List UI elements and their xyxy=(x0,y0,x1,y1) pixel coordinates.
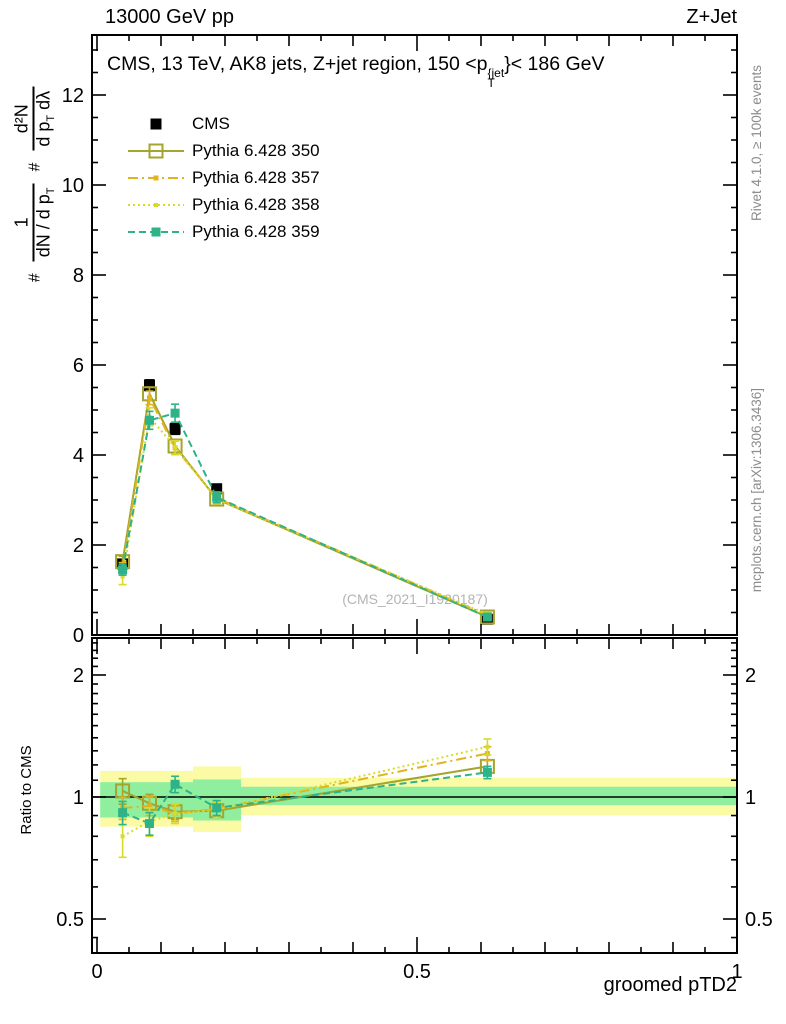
legend-label-1: Pythia 6.428 350 xyxy=(192,140,320,160)
ylabel-hash-1: # xyxy=(26,273,43,283)
legend-marker-3 xyxy=(128,202,184,207)
legend-item-4: Pythia 6.428 359 xyxy=(128,218,320,245)
rivet-version-note: Rivet 4.1.0, ≥ 100k events xyxy=(749,65,764,221)
legend-item-1: Pythia 6.428 350 xyxy=(128,137,320,164)
ratio-uncertainty-bands xyxy=(100,766,736,832)
tick-label: 0.5 xyxy=(56,909,84,931)
tick-label: 1 xyxy=(745,787,756,809)
top-panel-series xyxy=(115,379,495,625)
title-supsub: {jet T xyxy=(487,67,505,90)
ylabel-frac2-den-b: dλ xyxy=(33,90,54,115)
mcplots-note: mcplots.cern.ch [arXiv:1306.3436] xyxy=(749,387,764,593)
legend-marker-4 xyxy=(128,227,184,236)
tick-label: 4 xyxy=(73,445,84,467)
title-suffix: }< 186 GeV xyxy=(504,53,605,75)
ylabel-frac1-den-sub: T xyxy=(45,187,58,195)
tick-label: 2 xyxy=(73,665,84,687)
tick-label: 2 xyxy=(745,665,756,687)
x-axis-label: groomed pTD2 xyxy=(603,974,737,996)
legend-item-2: Pythia 6.428 357 xyxy=(128,164,320,191)
legend-label-3: Pythia 6.428 358 xyxy=(192,194,320,214)
ylabel-frac2-num: d²N xyxy=(12,86,35,151)
legend-marker-0 xyxy=(150,118,162,129)
title-sub: T xyxy=(487,76,495,90)
tick-label: 2 xyxy=(73,535,84,557)
panel-border xyxy=(91,637,738,954)
tick-label: 0.5 xyxy=(403,961,431,983)
legend-label-4: Pythia 6.428 359 xyxy=(192,221,320,241)
ylabel-frac-1: 1 dN / d pT xyxy=(12,183,58,262)
top-y-axis-label: # 1 dN / d pT # d²N d pT dλ xyxy=(0,35,78,335)
process-label: Z+Jet xyxy=(686,6,737,28)
ratio-y-axis-label: Ratio to CMS xyxy=(18,745,35,835)
analysis-watermark: (CMS_2021_I1920187) xyxy=(342,591,488,607)
ylabel-frac2-den-a: d p xyxy=(33,121,54,147)
panel-title: CMS, 13 TeV, AK8 jets, Z+jet region, 150… xyxy=(107,53,605,90)
tick-label: 1 xyxy=(73,787,84,809)
ylabel-frac2-den: d pT dλ xyxy=(33,87,58,151)
tick-label: 0 xyxy=(91,961,102,983)
legend-label-2: Pythia 6.428 357 xyxy=(192,167,320,187)
legend: CMS Pythia 6.428 350 Pythia 6.428 357 Pythi… xyxy=(128,110,320,245)
title-prefix: CMS, 13 TeV, AK8 jets, Z+jet region, 150… xyxy=(107,53,488,75)
ylabel-frac2-den-sub: T xyxy=(45,114,58,122)
tick-label: 0.5 xyxy=(745,909,773,931)
ylabel-frac-2: d²N d pT dλ xyxy=(12,86,58,151)
legend-marker-2 xyxy=(128,175,184,180)
legend-marker-1 xyxy=(128,143,184,158)
ylabel-hash-2: # xyxy=(26,162,43,172)
tick-label: 0 xyxy=(73,625,84,647)
beam-energy-label: 13000 GeV pp xyxy=(105,6,234,28)
legend-item-0: CMS xyxy=(128,110,320,137)
legend-item-3: Pythia 6.428 358 xyxy=(128,191,320,218)
ylabel-frac1-den: dN / d pT xyxy=(33,184,58,262)
ylabel-frac1-den-text: dN / d p xyxy=(33,194,54,258)
ratio-panel-series xyxy=(115,738,495,859)
ylabel-frac1-num: 1 xyxy=(12,183,35,262)
legend-label-0: CMS xyxy=(192,113,230,133)
tick-label: 6 xyxy=(73,355,84,377)
